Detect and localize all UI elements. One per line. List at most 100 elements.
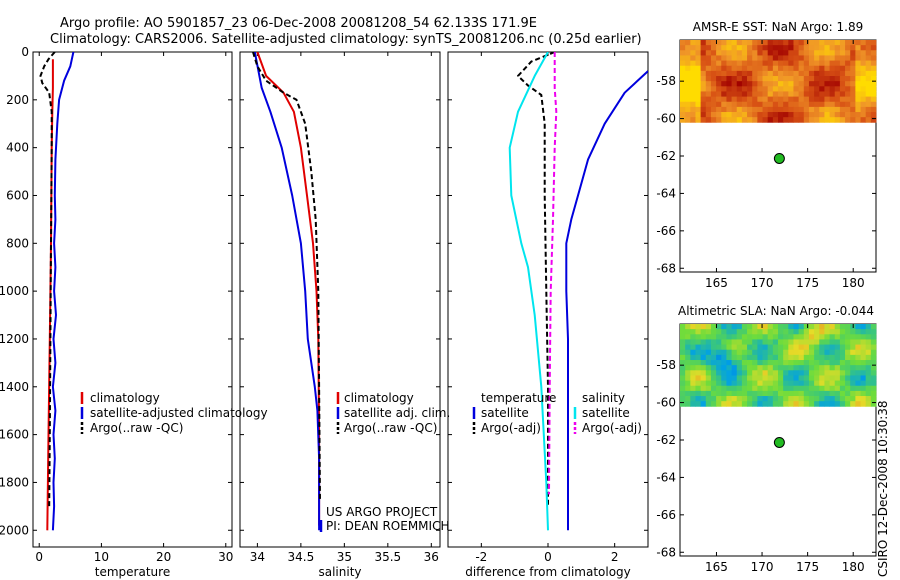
- heatmap-cell: [834, 396, 841, 402]
- heatmap-cell: [695, 334, 702, 340]
- heatmap-cell: [870, 50, 877, 56]
- heatmap-cell: [680, 344, 686, 351]
- heatmap-cell: [721, 81, 727, 87]
- heatmap-cell: [741, 380, 748, 387]
- heatmap-cell: [788, 365, 794, 371]
- heatmap-cell: [705, 390, 712, 397]
- heatmap-cell: [829, 396, 836, 402]
- heatmap-cell: [803, 86, 810, 92]
- heatmap-cell: [767, 55, 774, 61]
- heatmap-cell: [855, 401, 861, 407]
- heatmap-cell: [772, 349, 779, 356]
- heatmap-cell: [731, 390, 738, 397]
- legend-label-temp-argo: Argo(-adj): [481, 421, 541, 435]
- heatmap-cell: [798, 50, 805, 56]
- heatmap-cell: [731, 55, 738, 61]
- heatmap-cell: [736, 81, 743, 87]
- heatmap-cell: [731, 380, 738, 387]
- heatmap-cell: [803, 329, 810, 335]
- heatmap-cell: [716, 344, 722, 351]
- heatmap-cell: [865, 329, 872, 335]
- heatmap-cell: [829, 370, 836, 376]
- heatmap-cell: [865, 380, 872, 387]
- heatmap-cell: [685, 385, 691, 392]
- heatmap-cell: [814, 60, 820, 67]
- heatmap-cell: [788, 101, 794, 108]
- heatmap-cell: [685, 70, 691, 77]
- heatmap-cell: [757, 106, 763, 113]
- heatmap-cell: [705, 365, 712, 371]
- heatmap-cell: [865, 375, 872, 381]
- heatmap-cell: [855, 96, 861, 103]
- heatmap-cell: [824, 60, 830, 67]
- heatmap-cell: [731, 365, 738, 371]
- heatmap-cell: [870, 65, 877, 72]
- heatmap-cell: [783, 334, 789, 340]
- heatmap-cell: [685, 380, 691, 387]
- heatmap-cell: [870, 76, 877, 82]
- heatmap-cell: [855, 354, 861, 361]
- y-tick-label: -62: [656, 433, 676, 447]
- heatmap-cell: [772, 396, 779, 402]
- heatmap-cell: [819, 101, 825, 108]
- heatmap-cell: [736, 324, 743, 330]
- heatmap-cell: [814, 86, 820, 92]
- heatmap-cell: [695, 70, 702, 77]
- heatmap-cell: [721, 55, 727, 61]
- heatmap-cell: [839, 375, 846, 381]
- heatmap-cell: [870, 380, 877, 387]
- heatmap-cell: [870, 86, 877, 92]
- heatmap-cell: [860, 65, 867, 72]
- heatmap-cell: [803, 101, 810, 108]
- heatmap-cell: [731, 370, 738, 376]
- heatmap-cell: [860, 81, 867, 87]
- heatmap-cell: [778, 324, 784, 330]
- heatmap-cell: [793, 76, 800, 82]
- heatmap-cell: [865, 401, 872, 407]
- heatmap-cell: [829, 360, 836, 366]
- heatmap-cell: [803, 117, 810, 123]
- heatmap-cell: [855, 106, 861, 113]
- heatmap-cell: [870, 112, 877, 118]
- heatmap-cell: [700, 390, 707, 397]
- heatmap-cell: [834, 324, 841, 330]
- heatmap-cell: [793, 396, 800, 402]
- heatmap-cell: [705, 96, 712, 103]
- heatmap-cell: [788, 324, 794, 330]
- heatmap-cell: [845, 390, 851, 397]
- heatmap-cell: [860, 396, 867, 402]
- heatmap-cell: [860, 401, 867, 407]
- heatmap-cell: [721, 91, 727, 97]
- heatmap-cell: [752, 365, 758, 371]
- salinity-legend: climatology satellite adj. clim. Argo(..…: [319, 391, 450, 533]
- legend-label-argo: Argo(..raw -QC): [344, 421, 437, 435]
- heatmap-cell: [839, 329, 846, 335]
- heatmap-cell: [850, 380, 856, 387]
- heatmap-cell: [865, 112, 872, 118]
- heatmap-cell: [726, 334, 732, 340]
- heatmap-cell: [690, 349, 696, 356]
- heatmap-cell: [793, 385, 800, 392]
- heatmap-cell: [747, 324, 753, 330]
- heatmap-cell: [834, 365, 841, 371]
- heatmap-cell: [850, 60, 856, 67]
- heatmap-cell: [767, 117, 774, 123]
- heatmap-cell: [839, 370, 846, 376]
- heatmap-cell: [803, 396, 810, 402]
- heatmap-cell: [850, 45, 856, 51]
- heatmap-cell: [798, 60, 805, 67]
- heatmap-cell: [808, 117, 815, 123]
- heatmap-cell: [783, 60, 789, 67]
- x-tick-label: 30: [218, 550, 233, 564]
- heatmap-cell: [839, 81, 846, 87]
- heatmap-cell: [824, 117, 830, 123]
- heatmap-cell: [762, 380, 769, 387]
- heatmap-cell: [721, 380, 727, 387]
- heatmap-cell: [716, 96, 722, 103]
- heatmap-cell: [772, 96, 779, 103]
- heatmap-cell: [736, 401, 743, 407]
- heatmap-cell: [819, 370, 825, 376]
- heatmap-cell: [855, 101, 861, 108]
- heatmap-cell: [721, 86, 727, 92]
- heatmap-cell: [819, 365, 825, 371]
